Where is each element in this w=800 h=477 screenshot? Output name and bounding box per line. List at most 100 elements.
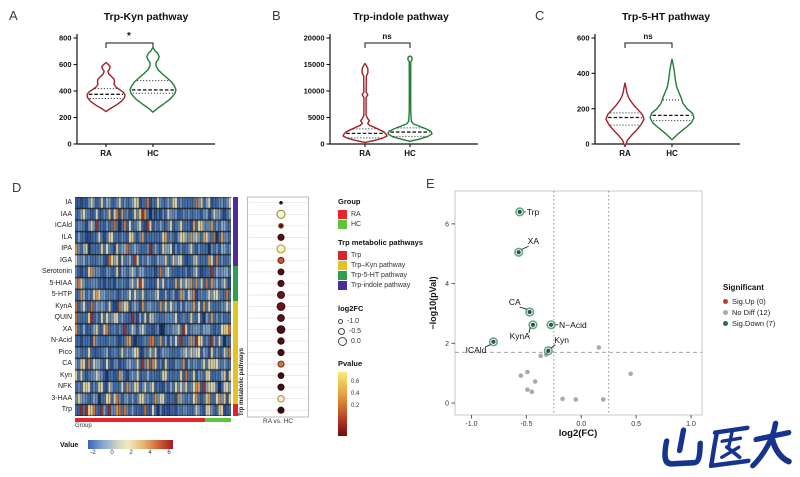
significance-label: ns: [382, 32, 392, 41]
volcano-x-label: log2(FC): [559, 428, 598, 439]
value-tick: 4: [148, 450, 152, 456]
violin-hc: [129, 46, 177, 113]
dotplot-point-kyna: [276, 302, 286, 311]
group-legend-item-label: HC: [351, 220, 362, 228]
logo-stroke: [726, 430, 734, 449]
group-label: RA: [100, 149, 112, 158]
violin-ra: [342, 62, 388, 144]
group-legend-title: Group: [338, 197, 361, 206]
volcano-legend-item: Sig.Up (0): [723, 296, 798, 307]
heatmap-row-label: ILA: [61, 233, 72, 241]
heatmap-row-labels: IA IAA ICAld ILA IPA IGA Serotonin 5-HIAA 5-HTP K…: [18, 197, 72, 416]
heatmap-row-label: NFK: [58, 383, 72, 391]
y-tick-label: 10000: [304, 87, 325, 96]
pathway-legend-item-label: Trp–Kyn pathway: [351, 261, 406, 269]
size-legend-label: -1.0: [347, 317, 360, 325]
volcano-chart: log2(FC) −log10(pVal) -1.0 -0.5 0.0 0.5 1.0 0…: [428, 190, 703, 439]
panel-letter-a: A: [9, 8, 19, 23]
university-logo: [662, 420, 792, 469]
logo-stroke: [769, 435, 792, 465]
volcano-point-nodiff: [596, 345, 602, 350]
pathway-legend-item: Trp-indole pathway: [338, 280, 430, 290]
dotplot-point-xa: [276, 325, 286, 334]
heatmap-row-label: IAA: [60, 210, 72, 218]
size-legend-label: -0.5: [349, 327, 362, 335]
y-tick-label: 0: [585, 140, 589, 149]
label-connector: [519, 306, 528, 310]
volcano-point-nodiff: [525, 387, 530, 392]
significance-bracket: [364, 42, 411, 48]
panel-letter-b: B: [272, 8, 282, 23]
group-legend-item-label: RA: [351, 210, 361, 218]
pathway-legend-item: Trp: [338, 250, 430, 260]
dotplot-point-5-hiaa: [277, 279, 285, 287]
violin-chart-trp-indole: Trp-indole pathway ns 0 5000 10000 15000 200…: [304, 11, 478, 158]
violin-chart-trp-5ht: Trp-5-HT pathway ns 0 200 400 600 RA HC: [577, 11, 740, 158]
logo-strokes: [662, 420, 792, 469]
size-legend-label: 0.0: [351, 337, 361, 345]
group-legend-items: RA HC: [338, 209, 430, 229]
volcano-legend: Significant Sig.Up (0) No Diff (12) Sig.Do…: [723, 283, 798, 329]
heatmap-row-label: CA: [62, 360, 72, 368]
pvalue-legend-title: Pvalue: [338, 359, 363, 368]
heatmap-row-label: IGA: [59, 256, 72, 264]
pathway-legend-item-swatch: [338, 260, 347, 270]
value-tick: 2: [129, 450, 133, 456]
volcano-point-n−acid: [548, 322, 554, 327]
pathway-legend-item-swatch: [338, 250, 347, 260]
dotplot-point-5-htp: [277, 291, 285, 299]
dotplot-point-serotonin: [277, 268, 285, 276]
dotplot-point-pico: [277, 349, 285, 357]
label-connector: [550, 344, 556, 349]
heatmap-row-label: Pico: [58, 348, 72, 356]
y-tick-label: 15000: [304, 60, 325, 69]
panel-letter-c: C: [535, 8, 545, 23]
heatmap-row-label: 5-HIAA: [49, 279, 72, 287]
panel-letter-d: D: [12, 180, 22, 195]
pathway-legend-item-swatch: [338, 280, 347, 290]
volcano-point-icald: [491, 339, 496, 344]
volcano-point-nodiff: [532, 379, 538, 384]
dotplot-point-3-haa: [277, 394, 285, 403]
volcano-point-ring: [515, 207, 525, 217]
heatmap-row-label: IA: [65, 199, 72, 206]
x-tick-label: -0.5: [520, 421, 532, 428]
pathway-legend-item-label: Trp-5-HT pathway: [351, 271, 408, 279]
volcano-legend-title: Significant: [723, 283, 764, 292]
group-bar-ra: [75, 417, 206, 422]
pathway-legend-item-label: Trp-indole pathway: [351, 281, 411, 289]
size-legend-title: log2FC: [338, 304, 364, 313]
pathway-legend-title: Trp metabolic pathways: [338, 238, 424, 247]
heatmap-canvas: [75, 197, 231, 416]
heatmap-row-label: KynA: [55, 302, 72, 310]
dotplot-point-trp: [277, 406, 285, 414]
size-legend-circle: [338, 318, 343, 324]
size-legend-item: 0.0: [338, 336, 430, 346]
x-tick-label: 0.0: [576, 421, 586, 428]
dotplot-point-icald: [278, 222, 284, 229]
value-colorbar-gradient: [88, 440, 173, 449]
volcano-point-ring: [543, 346, 553, 356]
pvalue-gradient: 0.6 0.4 0.2: [338, 372, 430, 436]
heatmap-row-label: Trp: [61, 406, 72, 414]
y-tick-label: 200: [59, 113, 72, 122]
volcano-legend-dot: [723, 321, 728, 326]
volcano-legend-label: Sig.Up (0): [732, 297, 766, 306]
violin-ra: [605, 82, 645, 147]
volcano-legend-item: Sig.Down (7): [723, 318, 798, 329]
y-tick-label: 600: [577, 34, 590, 43]
volcano-point-trp: [517, 209, 522, 215]
pathway-legend-item: Trp–Kyn pathway: [338, 260, 430, 270]
logo-stroke: [708, 458, 751, 469]
size-legend-circle: [338, 336, 347, 346]
logo-stroke: [724, 445, 742, 460]
pathway-strip-segment: [233, 404, 238, 416]
value-colorbar: Value -2 0 2 4 6: [60, 438, 200, 464]
group-legend-item: RA: [338, 209, 430, 219]
volcano-point-ca: [527, 309, 532, 315]
chart-title: Trp-Kyn pathway: [104, 11, 189, 23]
volcano-point-nodiff: [600, 397, 606, 402]
significance-label: *: [127, 31, 131, 42]
dotplot-chart: [247, 196, 309, 418]
volcano-point-xa: [516, 250, 521, 255]
